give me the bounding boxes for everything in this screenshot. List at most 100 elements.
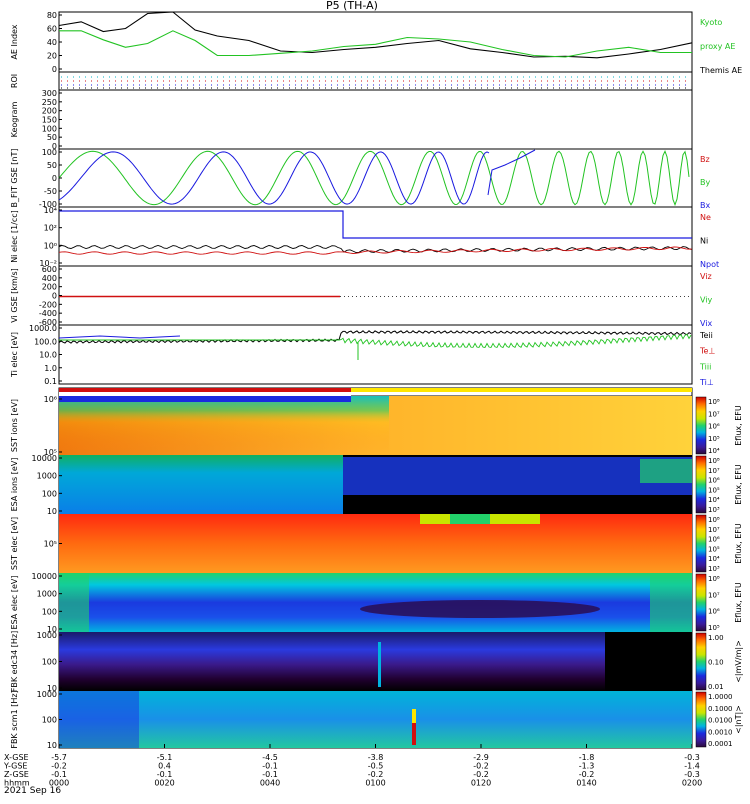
ytick-bfit-1: -50: [44, 187, 57, 196]
colorbar-label-sst_elec: Eflux, EFU: [734, 523, 743, 564]
xaxis-tick-z-0: -0.1: [51, 770, 67, 779]
fbk-edc-spike: [378, 642, 381, 687]
ytick-density-2: 10²: [44, 224, 57, 233]
ytick-velocity-4: 200: [42, 283, 57, 292]
xaxis-tick-t-4: 0120: [471, 779, 491, 788]
esa-ion-early: [59, 455, 343, 514]
colorbar-tick-esa_elec-0: 10⁸: [708, 575, 720, 583]
ytick-velocity-6: 600: [42, 265, 57, 274]
colorbar-tick-fbk_scm-0: 1.0000: [708, 693, 733, 701]
fbk-scm-early: [59, 691, 139, 748]
xaxis-tick-x-3: -3.8: [368, 753, 384, 762]
ytick-velocity-5: 400: [42, 274, 57, 283]
legend-ae-2: Themis AE: [699, 66, 742, 75]
sst-flag-bar-gap: [59, 392, 351, 396]
xaxis-tick-y-4: -0.2: [473, 762, 489, 771]
xaxis-tick-x-2: -4.5: [262, 753, 278, 762]
ytick-bfit-4: 100: [42, 148, 57, 157]
colorbar-tick-fbk_edc-2: 0.01: [708, 683, 724, 691]
fbk-scm-spike-y: [412, 709, 416, 723]
ytick-density-1: 10⁰: [44, 241, 57, 250]
legend-velocity-2: Vix: [700, 319, 713, 328]
legend-temperature-2: Tiii: [699, 362, 711, 371]
ytick-fbk_scm-1: 100: [42, 716, 57, 725]
frame-roi: [58, 71, 693, 91]
xaxis-tick-x-5: -1.8: [579, 753, 595, 762]
ytick-esa_ion-1: 100: [42, 489, 57, 498]
frame-keo: [58, 89, 693, 150]
ylabel-fbk_scm: FBK scm1 [Hz]: [10, 690, 19, 748]
ylabel-ae: AE Index: [10, 24, 19, 59]
ytick-keogram-5: 250: [42, 98, 57, 107]
ytick-keogram-6: 300: [42, 89, 57, 98]
colorbar-tick-sst_ion-0: 10⁸: [708, 398, 720, 406]
xaxis-tick-y-5: -1.3: [579, 762, 595, 771]
ytick-esa_elec-0: 10: [47, 625, 57, 634]
ytick-temperature-3: 100.0: [34, 337, 57, 346]
bfit-bx-tail: [487, 149, 536, 196]
plot-title: P5 (TH-A): [326, 0, 378, 12]
colorbar-tick-esa_elec-1: 10⁷: [708, 591, 720, 599]
density-panel: [58, 210, 693, 255]
ytick-ae-2: 40: [47, 38, 57, 47]
colorbar-fbk_edc: [695, 632, 707, 691]
colorbar-tick-esa_ion-2: 10⁶: [708, 477, 720, 485]
colorbar-tick-fbk_scm-2: 0.0100: [708, 717, 733, 725]
ti-perp-line: [58, 335, 181, 339]
ylabel-temperature: Ti elec [eV]: [10, 332, 19, 378]
ytick-esa_elec-3: 10000: [32, 572, 57, 581]
ytick-keogram-2: 100: [42, 124, 57, 133]
colorbar-sst_ion: [695, 396, 707, 455]
colorbar-tick-fbk_scm-4: 0.0001: [708, 740, 733, 748]
ytick-esa_elec-2: 1000: [37, 590, 57, 599]
xaxis-rowlabel-0: X-GSE: [4, 753, 29, 762]
colorbar-tick-sst_ion-3: 10⁵: [708, 435, 720, 443]
ytick-bfit-2: 0: [52, 174, 57, 183]
xaxis-rowlabel-2: Z-GSE: [4, 770, 29, 779]
ytick-fbk_edc-2: 1000: [37, 631, 57, 640]
legend-bfit-2: Bx: [700, 201, 710, 210]
colorbar-tick-esa_elec-3: 10⁵: [708, 624, 720, 632]
xaxis-tick-z-6: -0.3: [684, 770, 700, 779]
ytick-keogram-0: 0: [52, 142, 57, 151]
xaxis-tick-t-1: 0020: [154, 779, 174, 788]
ylabel-sst_ion: SST ions [eV]: [10, 399, 19, 452]
xaxis-tick-x-0: -5.7: [51, 753, 67, 762]
xaxis-rowlabel-1: Y-GSE: [3, 762, 27, 771]
colorbar-sst_elec: [695, 514, 707, 573]
legend-velocity-1: Viy: [700, 296, 713, 305]
colorbar-tick-fbk_edc-1: 0.10: [708, 659, 724, 667]
colorbar-tick-sst_elec-5: 10³: [708, 565, 720, 573]
ytick-temperature-4: 1000.0: [29, 324, 57, 333]
ytick-density-3: 10⁴: [44, 206, 57, 215]
colorbar-tick-fbk_edc-0: 1.00: [708, 634, 724, 642]
xaxis-rowlabel-3: hhmm: [4, 779, 30, 788]
ytick-sst_ion-0: 10⁵: [44, 448, 57, 457]
xaxis-tick-t-5: 0140: [576, 779, 596, 788]
roi-panel: [61, 76, 690, 89]
colorbar-tick-fbk_scm-1: 0.1000: [708, 705, 733, 713]
ytick-ae-0: 0: [52, 65, 57, 74]
ytick-velocity-0: -600: [39, 318, 57, 327]
colorbar-tick-fbk_scm-3: 0.0010: [708, 728, 733, 736]
ytick-sst_elec-0: 10⁵: [44, 540, 57, 549]
colorbar-tick-esa_ion-4: 10⁴: [708, 496, 720, 504]
legend-ae-0: Kyoto: [700, 18, 722, 27]
xaxis-tick-t-6: 0200: [682, 779, 702, 788]
ylabel-density: Ni elec [1/cc]: [10, 210, 19, 263]
ae-series-line-1: [59, 30, 692, 58]
ytick-esa_ion-3: 10000: [32, 454, 57, 463]
xaxis-tick-z-1: -0.1: [157, 770, 173, 779]
colorbar-tick-esa_elec-2: 10⁶: [708, 608, 720, 616]
colorbar-label-esa_elec: Eflux, EFU: [734, 582, 743, 623]
sst-ion-topband: [59, 396, 351, 402]
ytick-esa_ion-0: 10: [47, 507, 57, 516]
ylabel-velocity: Vi GSE [km/s]: [10, 268, 19, 322]
frame-ae: [58, 11, 693, 73]
ylabel-keogram: Keogram: [10, 101, 19, 137]
ytick-keogram-3: 150: [42, 116, 57, 125]
ytick-bfit-3: 50: [47, 161, 57, 170]
xaxis-tick-x-1: -5.1: [157, 753, 173, 762]
legend-bfit-0: Bz: [700, 155, 710, 164]
